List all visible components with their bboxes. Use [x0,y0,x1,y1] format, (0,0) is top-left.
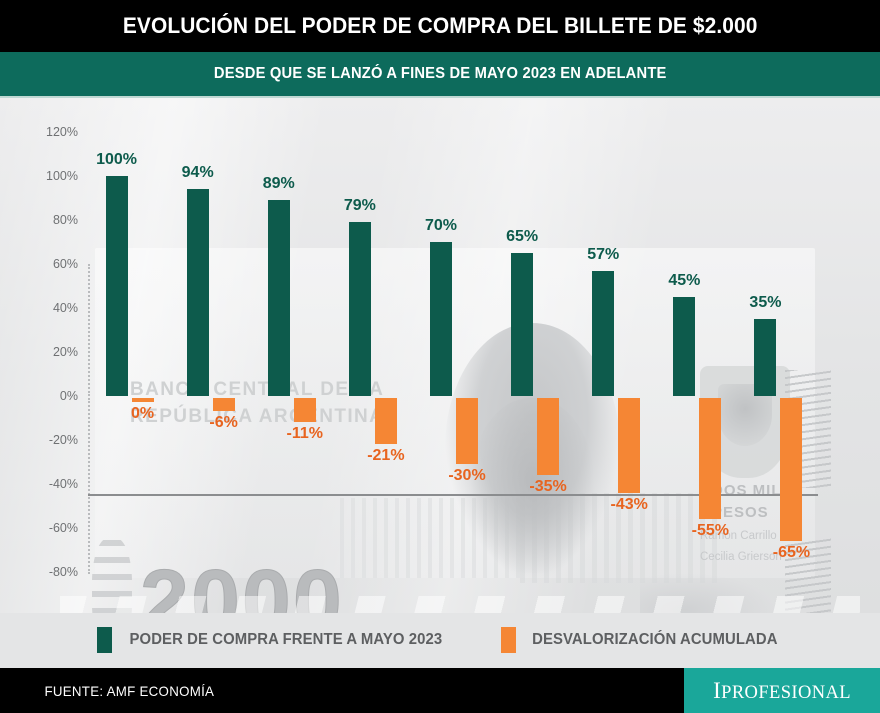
source-label: FUENTE: AMF ECONOMÍA [44,682,215,699]
bar-group: 100%0%MAY-2023 [89,98,169,613]
bar-poder-de-compra [267,200,290,396]
brand-logo-word: PROFESIONAL [721,682,851,703]
bar-value-label-poder-de-compra: 70% [424,217,458,234]
page-title: EVOLUCIÓN DEL PODER DE COMPRA DEL BILLET… [122,13,758,38]
y-axis-tick-label: 100% [46,169,78,183]
bar-value-label-poder-de-compra: 57% [587,245,620,263]
y-axis-tick-label: 0% [59,389,78,403]
bar-value-label-poder-de-compra: 79% [343,197,376,215]
y-axis-tick-label: 80% [52,213,78,227]
title-bar: EVOLUCIÓN DEL PODER DE COMPRA DEL BILLET… [0,0,880,52]
bar-value-label-desvalorizacion: -35% [529,478,567,495]
bar-value-label-desvalorizacion: -65% [772,544,811,561]
bar-desvalorizacion [131,398,154,402]
plot-area: 100%0%MAY-202394%-6%JUN-202389%-11%JUL-2… [88,98,818,613]
legend-item[interactable]: DESVALORIZACIÓN ACUMULADA [501,627,783,653]
gridline [88,398,92,574]
chart-legend: PODER DE COMPRA FRENTE A MAYO 2023 DESVAL… [0,620,880,660]
legend-label: PODER DE COMPRA FRENTE A MAYO 2023 [129,631,443,648]
bar-desvalorizacion [212,398,235,412]
brand-logo-initial: I [713,677,722,703]
page-subtitle: DESDE QUE SE LANZÓ A FINES DE MAYO 2023 … [213,65,667,82]
bar-poder-de-compra [186,189,209,396]
bar-value-label-poder-de-compra: 94% [181,164,214,182]
y-axis-tick-label: -40% [48,477,78,491]
bar-value-label-desvalorizacion: -55% [691,522,729,539]
bar-poder-de-compra [592,270,615,396]
bar-desvalorizacion [780,398,803,541]
bar-group: 65%-35%OCT-2023 [494,98,574,613]
source-bar: FUENTE: AMF ECONOMÍA [0,668,684,713]
bar-group: 94%-6%JUN-2023 [170,98,250,613]
bar-value-label-desvalorizacion: 0% [130,405,155,422]
bar-desvalorizacion [537,398,560,475]
y-axis: 120% 100% 80% 60% 40% 20% 0% -20% -40% -60% -80% [10,98,78,613]
bar-poder-de-compra [673,297,696,396]
bar-poder-de-compra [105,176,128,396]
bar-value-label-poder-de-compra: 100% [96,151,137,168]
bar-group: 45%-55%DIC-2023 [656,98,736,613]
bar-value-label-desvalorizacion: -43% [610,495,648,513]
y-axis-tick-label: -80% [48,565,78,579]
legend-swatch-icon [501,627,517,653]
bar-group: 35%-65%ENE-2024 [737,98,817,613]
bar-poder-de-compra [511,253,534,396]
bar-value-label-desvalorizacion: -21% [367,447,405,465]
bar-group: 89%-11%JUL-2023 [251,98,331,613]
bar-value-label-poder-de-compra: 35% [749,294,782,311]
legend-label: DESVALORIZACIÓN ACUMULADA [532,631,778,648]
bar-desvalorizacion [699,398,722,519]
gridline [88,264,92,396]
bar-value-label-poder-de-compra: 65% [506,228,539,245]
bar-value-label-desvalorizacion: -30% [448,467,486,484]
bar-value-label-desvalorizacion: -6% [209,414,238,432]
brand-logo-text: IPROFESIONAL [713,678,851,704]
y-axis-tick-label: 40% [52,301,78,315]
legend-swatch-icon [97,627,113,653]
y-axis-tick-label: 20% [52,345,78,359]
y-axis-tick-label: -20% [48,433,78,447]
bar-group: 57%-43%NOV-2023 [575,98,655,613]
footer-bar: FUENTE: AMF ECONOMÍA IPROFESIONAL [0,668,880,713]
bar-desvalorizacion [618,398,641,493]
bar-poder-de-compra [430,242,452,396]
bar-poder-de-compra [348,222,371,396]
y-axis-tick-label: 60% [52,257,78,271]
bar-group: 70%-30%SEP-2023 [413,98,493,613]
bar-value-label-poder-de-compra: 89% [262,175,295,193]
subtitle-bar: DESDE QUE SE LANZÓ A FINES DE MAYO 2023 … [0,52,880,98]
zero-axis-line [88,494,818,496]
bar-poder-de-compra [754,319,777,396]
bar-value-label-desvalorizacion: -11% [286,425,323,443]
bar-group: 79%-21%AGO-2023 [332,98,412,613]
y-axis-tick-label: -60% [48,521,78,535]
bar-value-label-poder-de-compra: 45% [668,272,701,289]
legend-item[interactable]: PODER DE COMPRA FRENTE A MAYO 2023 [97,627,449,653]
bar-desvalorizacion [374,398,397,445]
bar-desvalorizacion [456,398,478,464]
brand-logo[interactable]: IPROFESIONAL [684,668,880,713]
chart-canvas: BANCO CENTRAL DE LA REPÚBLICA ARGENTINA … [0,98,880,613]
bar-desvalorizacion [293,398,316,423]
y-axis-tick-label: 120% [46,125,78,139]
